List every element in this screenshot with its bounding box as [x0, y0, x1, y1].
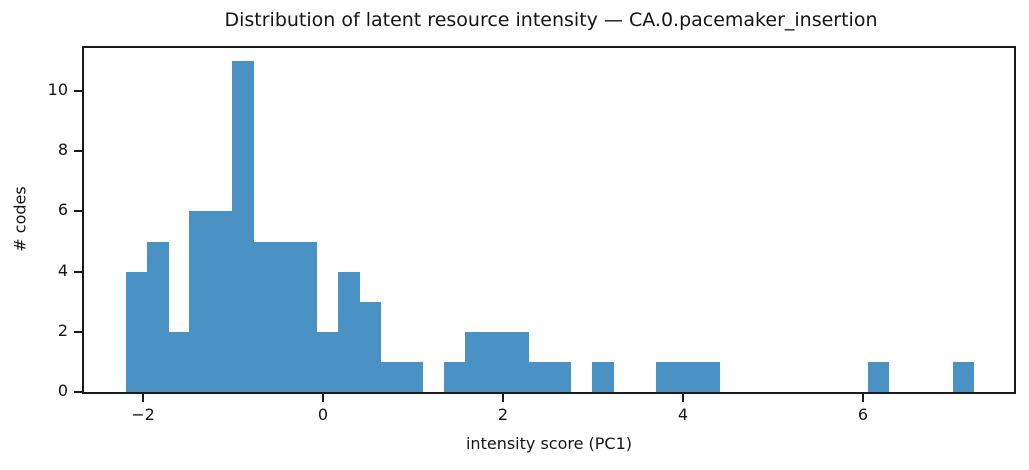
histogram-bar [401, 361, 424, 392]
y-tick-mark [74, 210, 82, 213]
x-tick-label: −2 [131, 405, 155, 424]
histogram-bar [189, 211, 212, 392]
histogram-bar [443, 361, 466, 392]
chart-title: Distribution of latent resource intensit… [224, 9, 878, 31]
plot-area: −2 0 2 4 6 0 2 4 6 8 10 [48, 46, 1016, 424]
histogram-bar [592, 361, 614, 392]
x-tick-label: 6 [857, 405, 869, 424]
x-tick-mark [861, 394, 864, 402]
x-axis-label: intensity score (PC1) [465, 434, 632, 453]
histogram-bar [528, 361, 551, 392]
histogram-bar [676, 361, 699, 392]
y-tick-mark [74, 150, 82, 153]
histogram-bar [274, 241, 296, 392]
y-tick-label: 8 [57, 140, 68, 160]
y-tick-label: 4 [57, 260, 68, 280]
histogram-bar [549, 361, 572, 392]
histogram-bar [210, 211, 233, 392]
histogram-bar [359, 301, 381, 392]
histogram-bar [698, 361, 720, 392]
histogram-bar [253, 241, 275, 392]
y-tick-label: 0 [57, 381, 68, 400]
x-tick-mark [322, 394, 324, 402]
histogram-bar [147, 241, 169, 392]
x-tick-mark [502, 394, 504, 402]
histogram-bar [507, 331, 530, 392]
y-tick-mark [74, 90, 82, 93]
x-tick-label: 4 [677, 405, 689, 424]
y-tick-mark [74, 391, 82, 393]
x-tick-label: 2 [497, 405, 509, 424]
histogram-bar [125, 271, 148, 392]
y-tick-label: 6 [57, 200, 68, 220]
histogram-bar [231, 60, 254, 392]
histogram-bar [952, 361, 975, 392]
x-tick-label: 0 [317, 405, 329, 424]
histogram-bar [316, 331, 339, 392]
y-tick-label: 10 [47, 80, 68, 100]
y-tick-mark [74, 270, 82, 273]
y-axis-label: # codes [10, 186, 30, 252]
histogram-bar [486, 331, 508, 392]
histogram-bar [168, 331, 190, 392]
histogram-bar [380, 361, 402, 392]
x-tick-mark [682, 394, 684, 402]
histogram-bar [867, 361, 890, 392]
histogram-bar [655, 361, 678, 392]
histogram-bar [295, 241, 318, 392]
histogram-bar [465, 331, 487, 392]
y-tick-label: 2 [57, 320, 68, 340]
y-tick-mark [74, 330, 82, 333]
histogram-bar [337, 271, 360, 392]
x-tick-mark [142, 394, 144, 402]
